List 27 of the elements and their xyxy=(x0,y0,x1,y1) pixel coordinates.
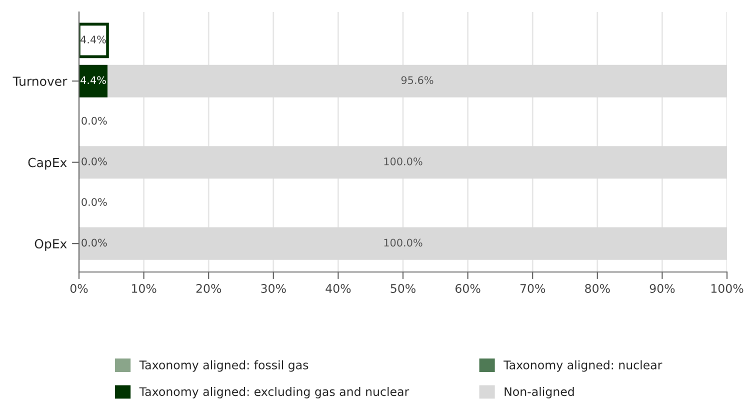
x-tick-label: 20% xyxy=(196,284,222,293)
y-tick-label: OpEx xyxy=(34,239,67,251)
x-tick-label: 0% xyxy=(70,284,88,293)
x-tick-label: 10% xyxy=(132,284,156,293)
x-tick-label: 90% xyxy=(650,284,675,293)
y-tick-label: Turnover xyxy=(12,76,68,86)
data-label: 0.0% xyxy=(82,157,107,166)
x-tick-label: 40% xyxy=(326,284,351,293)
legend-label: Non-aligned xyxy=(504,386,574,398)
x-tick-label: 60% xyxy=(456,284,480,293)
legend-label: Taxonomy aligned: excluding gas and nuclear xyxy=(139,386,410,398)
data-label: 0.0% xyxy=(82,238,107,247)
data-label: 100.0% xyxy=(384,157,422,166)
x-tick-label: 50% xyxy=(390,284,416,293)
legend-label: Taxonomy aligned: fossil gas xyxy=(139,360,308,372)
data-label: 4.4% xyxy=(80,76,106,84)
legend-label: Taxonomy aligned: nuclear xyxy=(504,360,662,372)
x-tick-label: 80% xyxy=(585,284,610,293)
x-tick-label: 70% xyxy=(520,284,546,293)
data-label: 0.0% xyxy=(82,116,107,125)
x-tick-label: 100% xyxy=(711,284,744,293)
data-label: 100.0% xyxy=(384,238,422,247)
x-tick-label: 30% xyxy=(261,284,286,293)
y-tick-label: CapEx xyxy=(28,158,67,170)
data-label: 95.6% xyxy=(401,76,434,84)
data-label: 0.0% xyxy=(82,198,107,206)
data-label: 4.4% xyxy=(80,36,106,44)
